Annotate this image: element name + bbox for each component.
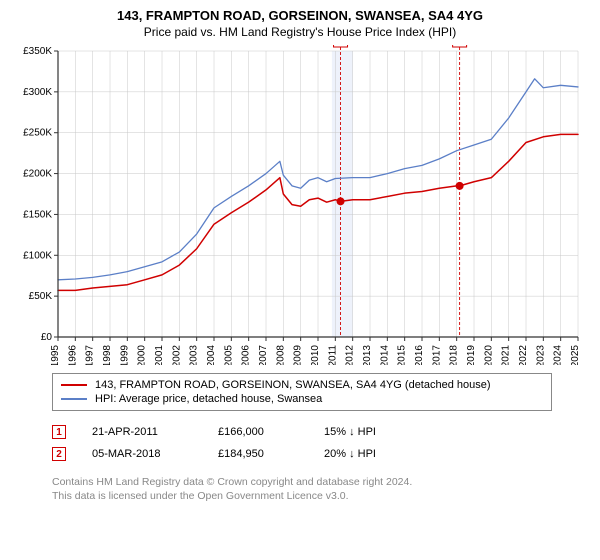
svg-text:£150K: £150K — [23, 209, 52, 220]
svg-text:1999: 1999 — [119, 345, 130, 365]
svg-text:2012: 2012 — [345, 345, 356, 365]
svg-text:1998: 1998 — [102, 345, 113, 365]
svg-text:£350K: £350K — [23, 46, 52, 57]
svg-text:£50K: £50K — [29, 291, 53, 302]
legend: 143, FRAMPTON ROAD, GORSEINON, SWANSEA, … — [52, 373, 552, 411]
page-title: 143, FRAMPTON ROAD, GORSEINON, SWANSEA, … — [10, 8, 590, 23]
svg-text:1: 1 — [338, 45, 344, 47]
svg-text:2025: 2025 — [570, 345, 581, 365]
footer-line: Contains HM Land Registry data © Crown c… — [52, 475, 590, 489]
sale-delta: 20% ↓ HPI — [324, 448, 404, 460]
svg-text:2022: 2022 — [518, 345, 529, 365]
svg-text:2024: 2024 — [553, 345, 564, 365]
sale-price: £166,000 — [218, 426, 298, 438]
svg-text:2011: 2011 — [327, 345, 338, 365]
sale-row: 1 21-APR-2011 £166,000 15% ↓ HPI — [52, 421, 590, 443]
svg-text:2008: 2008 — [275, 345, 286, 365]
svg-text:2023: 2023 — [535, 345, 546, 365]
legend-swatch — [61, 384, 87, 386]
svg-text:2017: 2017 — [431, 345, 442, 365]
svg-text:2018: 2018 — [449, 345, 460, 365]
svg-text:2015: 2015 — [397, 345, 408, 365]
sale-date: 05-MAR-2018 — [92, 448, 192, 460]
sales-table: 1 21-APR-2011 £166,000 15% ↓ HPI 2 05-MAR-201… — [52, 421, 590, 465]
sale-marker: 1 — [52, 425, 66, 439]
sale-row: 2 05-MAR-2018 £184,950 20% ↓ HPI — [52, 443, 590, 465]
sale-delta: 15% ↓ HPI — [324, 426, 404, 438]
legend-label: 143, FRAMPTON ROAD, GORSEINON, SWANSEA, … — [95, 379, 491, 391]
svg-text:2016: 2016 — [414, 345, 425, 365]
legend-swatch — [61, 398, 87, 400]
svg-text:2003: 2003 — [189, 345, 200, 365]
svg-text:2014: 2014 — [379, 345, 390, 365]
page-subtitle: Price paid vs. HM Land Registry's House … — [10, 25, 590, 39]
svg-text:2009: 2009 — [293, 345, 304, 365]
svg-text:2013: 2013 — [362, 345, 373, 365]
svg-text:2010: 2010 — [310, 345, 321, 365]
svg-text:2001: 2001 — [154, 345, 165, 365]
svg-text:1995: 1995 — [50, 345, 61, 365]
legend-item: HPI: Average price, detached house, Swan… — [61, 392, 543, 406]
footer-line: This data is licensed under the Open Gov… — [52, 489, 590, 503]
svg-text:£250K: £250K — [23, 128, 52, 139]
sale-price: £184,950 — [218, 448, 298, 460]
svg-text:2021: 2021 — [501, 345, 512, 365]
legend-item: 143, FRAMPTON ROAD, GORSEINON, SWANSEA, … — [61, 378, 543, 392]
chart-container: 1 2 £0 £50K £100K £150K £200K £250K £300K £350K 19… — [10, 45, 590, 365]
svg-text:2019: 2019 — [466, 345, 477, 365]
svg-text:1997: 1997 — [85, 345, 96, 365]
svg-text:£0: £0 — [41, 332, 53, 343]
sale-date: 21-APR-2011 — [92, 426, 192, 438]
svg-text:2007: 2007 — [258, 345, 269, 365]
svg-text:2: 2 — [457, 45, 463, 47]
svg-text:£100K: £100K — [23, 250, 52, 261]
price-chart: 1 2 £0 £50K £100K £150K £200K £250K £300K £350K 19… — [10, 45, 590, 365]
svg-text:2000: 2000 — [137, 345, 148, 365]
svg-text:£300K: £300K — [23, 87, 52, 98]
svg-text:2005: 2005 — [223, 345, 234, 365]
legend-label: HPI: Average price, detached house, Swan… — [95, 393, 322, 405]
svg-text:2020: 2020 — [483, 345, 494, 365]
svg-text:2006: 2006 — [241, 345, 252, 365]
svg-text:£200K: £200K — [23, 169, 52, 180]
svg-text:2004: 2004 — [206, 345, 217, 365]
svg-text:2002: 2002 — [171, 345, 182, 365]
svg-text:1996: 1996 — [67, 345, 78, 365]
sale-marker: 2 — [52, 447, 66, 461]
footer-attribution: Contains HM Land Registry data © Crown c… — [52, 475, 590, 503]
